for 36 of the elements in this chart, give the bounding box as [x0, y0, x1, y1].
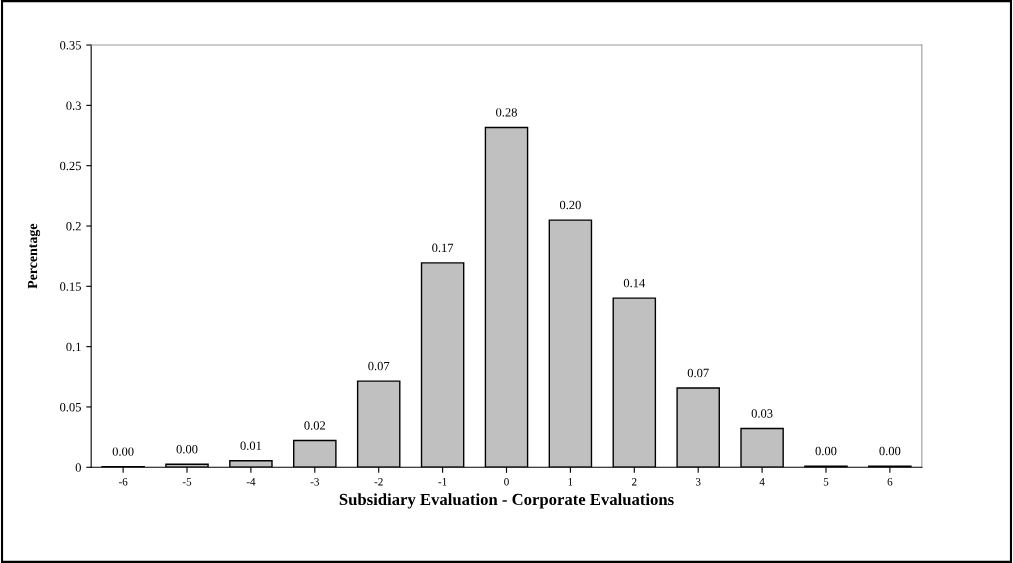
x-tick-label: 0 — [504, 478, 509, 486]
data-label: 0.02 — [304, 421, 326, 430]
y-tick-label: 0 — [75, 463, 81, 472]
x-tick-label: -2 — [374, 478, 383, 486]
x-tick-label: -1 — [438, 478, 447, 486]
data-label: 0.14 — [623, 278, 646, 288]
y-tick-label: 0.1 — [66, 342, 81, 352]
x-tick-label: 5 — [823, 478, 829, 486]
x-tick-label: -6 — [118, 478, 128, 486]
data-label: 0.01 — [240, 441, 262, 450]
y-tick-label: 0.2 — [66, 222, 81, 231]
x-tick-label: 3 — [695, 478, 701, 486]
data-label: 0.00 — [879, 446, 901, 456]
x-tick-label: 2 — [632, 478, 637, 486]
y-tick-label: 0.3 — [66, 101, 81, 110]
x-tick-label: 6 — [887, 478, 893, 486]
y-tick-label: 0.05 — [60, 402, 81, 412]
x-tick-label: -4 — [246, 478, 256, 486]
x-tick-label: 4 — [759, 478, 765, 486]
x-tick-label: -5 — [182, 478, 192, 486]
data-label: 0.03 — [751, 409, 773, 418]
y-tick-label: 0.15 — [60, 282, 81, 291]
y-axis-title: Percentage — [27, 223, 41, 289]
y-tick-label: 0.35 — [60, 41, 81, 50]
data-label: 0.28 — [496, 108, 517, 117]
x-tick-label: 1 — [568, 478, 573, 486]
data-label: 0.07 — [368, 361, 390, 371]
y-tick-label: 0.25 — [60, 161, 81, 171]
x-axis-title: Subsidiary Evaluation - Corporate Evaluations — [339, 493, 674, 509]
x-tick-label: -3 — [310, 478, 319, 486]
data-label: 0.00 — [112, 447, 134, 456]
data-label: 0.20 — [559, 200, 581, 210]
data-label: 0.17 — [432, 243, 454, 253]
data-label: 0.00 — [176, 444, 198, 454]
data-label: 0.00 — [815, 446, 837, 456]
data-label: 0.07 — [687, 368, 709, 378]
